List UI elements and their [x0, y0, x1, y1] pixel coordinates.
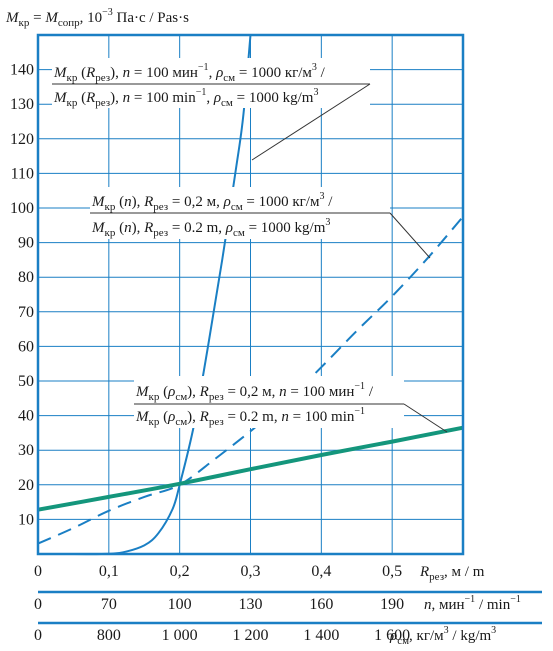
- x-tick-label-rho: 1 000: [162, 627, 198, 644]
- x-axis-label-rho: ρсм, кг/м3 / kg/m3: [389, 625, 496, 647]
- x-tick-label-rho: 1 600: [374, 627, 410, 644]
- x-tick-label-n: 130: [239, 596, 263, 613]
- y-tick-label: 60: [18, 338, 34, 355]
- series-line-Mrho: [37, 425, 464, 512]
- plot-frame: [36, 33, 465, 556]
- y-tick-label: 100: [10, 200, 34, 217]
- y-tick-label: 50: [18, 373, 34, 390]
- x-tick-label-n: 70: [101, 596, 117, 613]
- y-tick-label: 80: [18, 269, 34, 286]
- x-tick-label-R: 0,4: [311, 563, 331, 580]
- svg-text:Mкр (ρсм), Rрез = 0.2 m, n = 1: Mкр (ρсм), Rрез = 0.2 m, n = 100 min−1: [135, 406, 365, 428]
- y-tick-label: 110: [11, 165, 34, 182]
- svg-text:Mкр (ρсм), Rрез = 0,2 м, n = 1: Mкр (ρсм), Rрез = 0,2 м, n = 100 мин−1 /: [135, 381, 374, 403]
- grid: [38, 35, 463, 554]
- y-tick-label: 30: [18, 442, 34, 459]
- x-tick-label-rho: 0: [34, 627, 42, 644]
- y-tick-label: 20: [18, 477, 34, 494]
- svg-text:Mкр (Rрез), n = 100 min−1, ρсм: Mкр (Rрез), n = 100 min−1, ρсм = 1000 kg…: [53, 87, 318, 109]
- tick-labels: 10 20 30 40 50 60 70 80 90 100 110 120 130 140 0 0,1 0,2…: [10, 62, 410, 644]
- x-tick-label-R: 0,5: [382, 563, 402, 580]
- x-tick-label-rho: 1 200: [233, 627, 269, 644]
- series-line-MR: [66, 34, 252, 556]
- y-tick-label: 90: [18, 235, 34, 252]
- x-axis-label-n: n, мин−1 / min−1: [424, 594, 521, 613]
- x-tick-label-n: 100: [168, 596, 192, 613]
- x-tick-label-n: 190: [380, 596, 404, 613]
- x-axis-label-r: Rрез, м / m: [419, 564, 485, 583]
- y-tick-label: 140: [10, 62, 34, 79]
- x-tick-label-rho: 1 400: [303, 627, 339, 644]
- x-tick-label-R: 0: [34, 563, 42, 580]
- y-tick-label: 10: [18, 511, 34, 528]
- annotation-mrho: Mкр (ρсм), Rрез = 0,2 м, n = 100 мин−1 /…: [134, 376, 448, 433]
- y-tick-label: 40: [18, 408, 34, 425]
- y-tick-label: 130: [10, 96, 34, 113]
- y-tick-label: 120: [10, 131, 34, 148]
- x-tick-label-n: 0: [34, 596, 42, 613]
- svg-text:Mкр (Rрез), n = 100 мин−1, ρсм: Mкр (Rрез), n = 100 мин−1, ρсм = 1000 кг…: [53, 62, 326, 84]
- x-tick-label-n: 160: [309, 596, 333, 613]
- annotation-mr: Mкр (Rрез), n = 100 мин−1, ρсм = 1000 кг…: [52, 58, 371, 161]
- x-tick-label-R: 0,1: [99, 563, 119, 580]
- y-axis-title: Mкр = Mсопр, 10−3 Па·с / Pas·s: [5, 7, 189, 29]
- x-tick-label-R: 0,2: [170, 563, 190, 580]
- y-tick-label: 70: [18, 304, 34, 321]
- x-tick-label-rho: 800: [97, 627, 121, 644]
- annotation-mn: Mкр (n), Rрез = 0,2 м, ρсм = 1000 кг/м3 …: [90, 187, 431, 259]
- series-line-Mn: [37, 215, 464, 545]
- x-tick-label-R: 0,3: [241, 563, 261, 580]
- series-group: [37, 34, 464, 556]
- svg-text:Mкр (n), Rрез = 0.2 m, ρсм = 1: Mкр (n), Rрез = 0.2 m, ρсм = 1000 kg/m3: [91, 217, 330, 239]
- svg-text:Mкр (n), Rрез = 0,2 м, ρсм = 1: Mкр (n), Rрез = 0,2 м, ρсм = 1000 кг/м3 …: [91, 191, 333, 213]
